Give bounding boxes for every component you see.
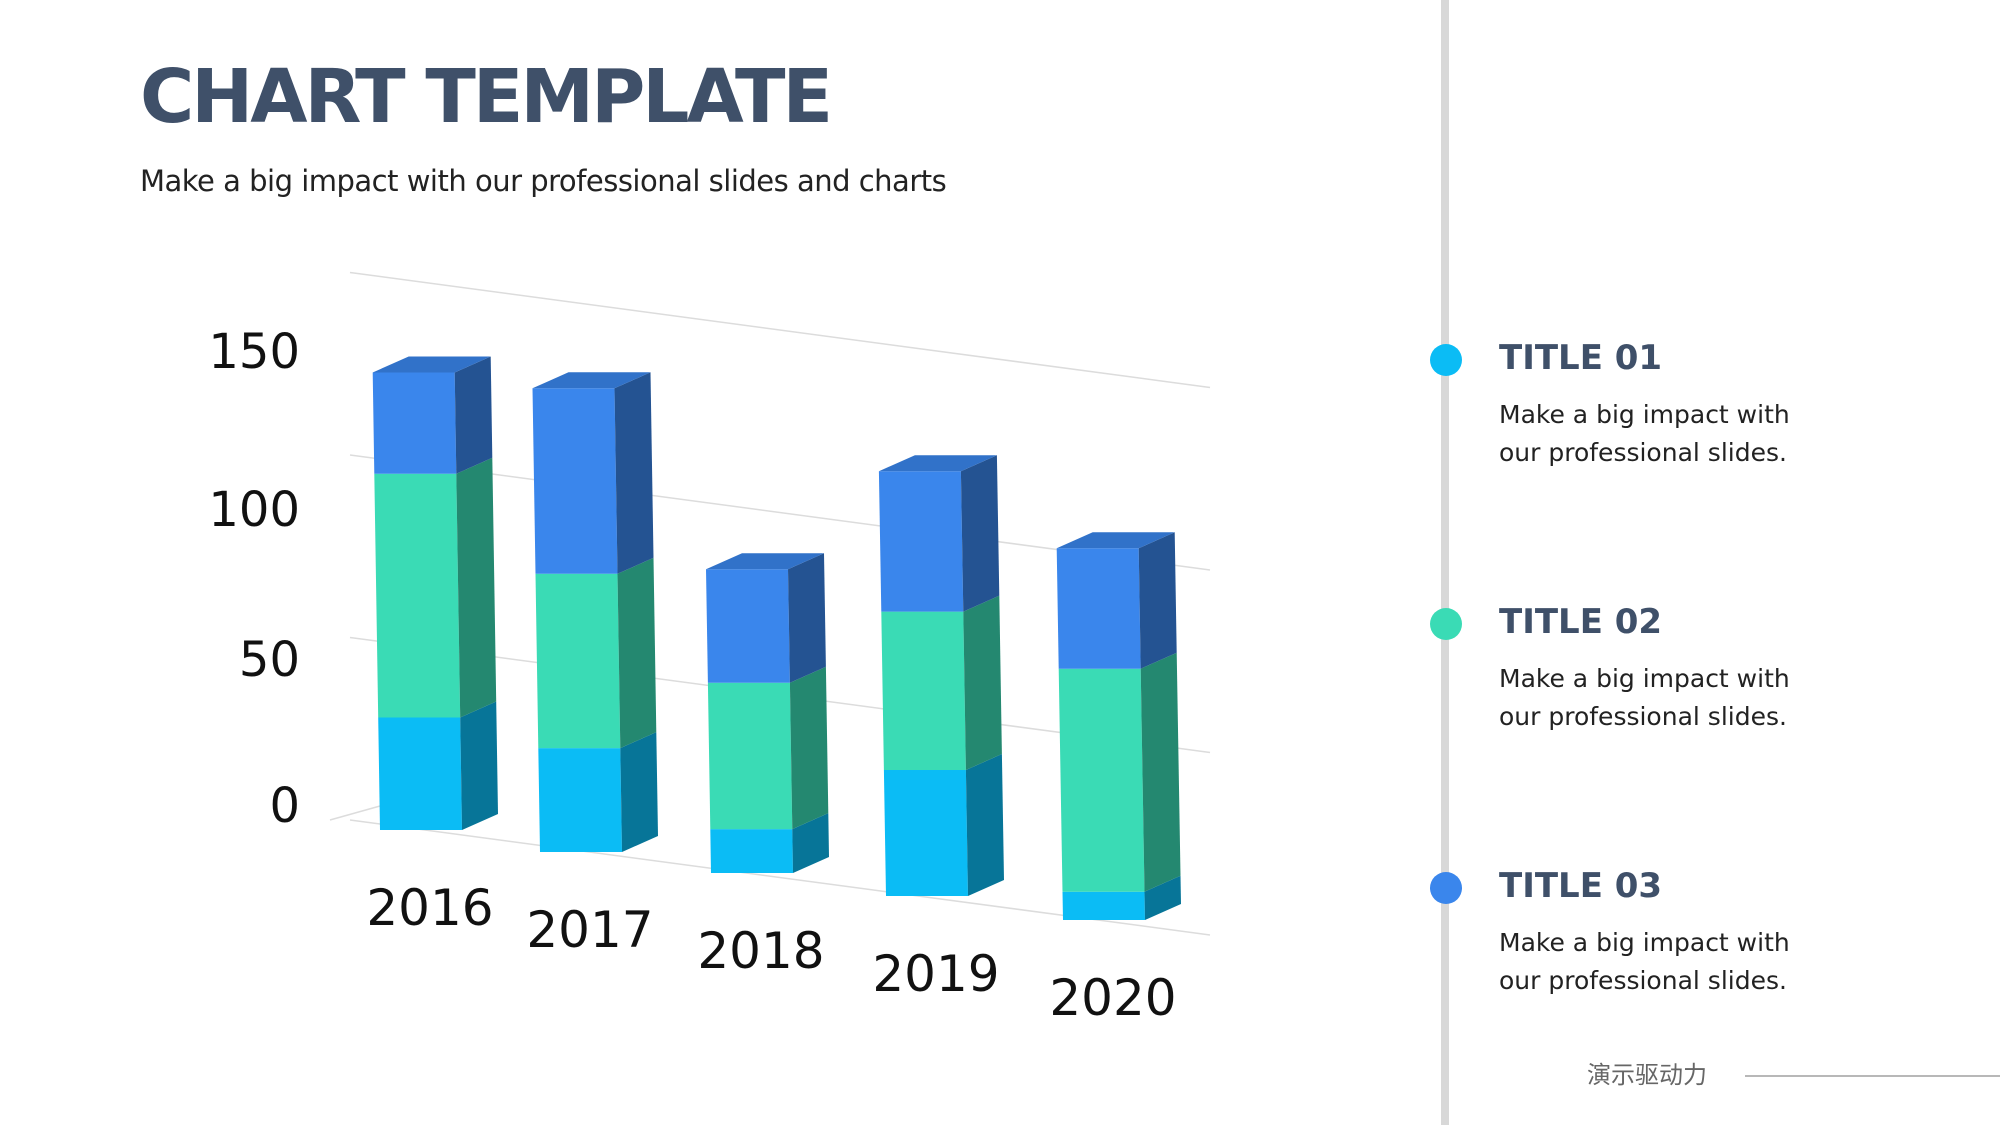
gridline-150 <box>349 271 1211 389</box>
bar-side-2018-title-03 <box>788 553 826 683</box>
stacked-bar-chart: 0 50 100 150 2016 2017 2018 2019 2020 <box>208 271 1211 1027</box>
bar-top-2017 <box>532 372 651 389</box>
x-tick-label-2019: 2019 <box>872 945 999 1003</box>
bar-side-2019-title-02 <box>963 595 1002 770</box>
bar-side-2016-title-03 <box>454 356 493 474</box>
x-tick-label-2017: 2017 <box>526 901 653 959</box>
bar-group-2018 <box>706 553 829 873</box>
bar-side-2019-title-03 <box>960 455 1000 612</box>
y-tick-label-0: 0 <box>269 778 300 834</box>
bar-2016-title-02 <box>374 473 461 718</box>
bar-2020-title-03 <box>1056 548 1141 669</box>
bar-2017-title-03 <box>532 388 618 574</box>
legend-dot-3 <box>1430 872 1462 904</box>
bar-side-2018-title-02 <box>789 666 829 830</box>
bar-2016-title-01 <box>378 717 462 830</box>
x-tick-label-2018: 2018 <box>697 922 824 980</box>
y-tick-label-150: 150 <box>208 324 300 380</box>
page-title: CHART TEMPLATE <box>140 54 833 140</box>
footer-line <box>1745 1075 2000 1077</box>
legend-title-3: TITLE 03 <box>1499 866 1663 906</box>
bar-2019-title-01 <box>883 770 968 896</box>
bar-2020-title-01 <box>1062 891 1145 920</box>
bar-2018-title-03 <box>706 569 790 683</box>
header: CHART TEMPLATE Make a big impact with ou… <box>140 54 947 198</box>
bar-side-2016-title-02 <box>456 457 497 718</box>
bar-2016-title-03 <box>372 372 457 474</box>
bar-side-2016-title-01 <box>460 701 498 830</box>
y-tick-label-50: 50 <box>239 632 300 688</box>
bar-2019-title-02 <box>881 611 966 770</box>
bar-top-2019 <box>878 455 997 472</box>
vertical-divider <box>1441 0 1449 1125</box>
bar-group-2016 <box>372 356 498 830</box>
bar-2020-title-02 <box>1058 668 1145 892</box>
legend-title-1: TITLE 01 <box>1499 338 1663 378</box>
bar-side-2017-title-03 <box>614 372 654 574</box>
bar-top-2018 <box>706 553 824 570</box>
bar-top-2020 <box>1056 532 1175 549</box>
bar-2019-title-03 <box>878 471 964 612</box>
y-tick-label-100: 100 <box>208 482 300 538</box>
bar-group-2019 <box>878 455 1004 896</box>
floor-edge <box>329 805 381 821</box>
bar-top-2016 <box>372 356 491 373</box>
legend-desc-2: Make a big impact with our professional … <box>1499 664 1790 731</box>
footer-brand-text: 演示驱动力 <box>1587 1061 1707 1089</box>
legend-dot-1 <box>1430 344 1462 376</box>
bar-side-2020-title-01 <box>1144 875 1181 920</box>
bar-side-2020-title-03 <box>1138 532 1177 669</box>
x-tick-label-2016: 2016 <box>366 879 493 937</box>
bar-2017-title-01 <box>538 748 622 852</box>
bar-2018-title-02 <box>707 682 793 830</box>
legend-dot-2 <box>1430 608 1462 640</box>
bar-side-2018-title-01 <box>792 813 829 873</box>
bar-side-2019-title-01 <box>965 754 1004 896</box>
bar-side-2017-title-02 <box>617 557 657 749</box>
page-subtitle: Make a big impact with our professional … <box>140 164 947 198</box>
legend-title-2: TITLE 02 <box>1499 602 1663 642</box>
bar-2018-title-01 <box>710 829 793 873</box>
bar-group-2020 <box>1056 532 1181 920</box>
bar-side-2017-title-01 <box>620 732 658 852</box>
bar-group-2017 <box>532 372 658 852</box>
x-tick-label-2020: 2020 <box>1049 969 1176 1027</box>
bar-2017-title-02 <box>535 573 621 749</box>
legend-desc-3: Make a big impact with our professional … <box>1499 928 1790 995</box>
bar-side-2020-title-02 <box>1140 652 1181 892</box>
legend-desc-1: Make a big impact with our professional … <box>1499 400 1790 467</box>
